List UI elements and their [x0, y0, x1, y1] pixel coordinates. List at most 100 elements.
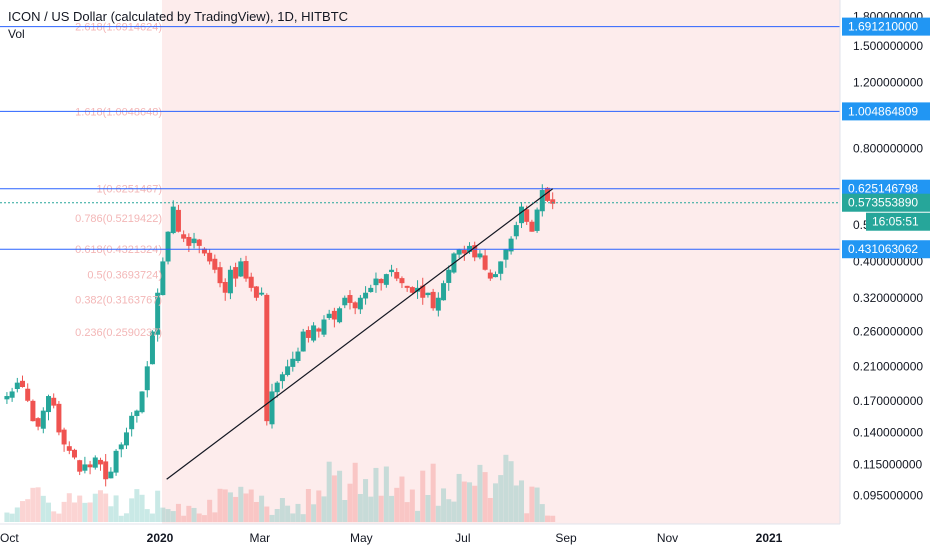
candle-body	[30, 400, 36, 422]
time-tick-label: Oct	[0, 531, 19, 545]
candle-body	[342, 297, 348, 306]
volume-bar	[25, 499, 31, 522]
candle-body	[217, 267, 223, 284]
trendline[interactable]	[166, 188, 554, 480]
volume-bar	[20, 501, 26, 522]
time-axis[interactable]: Oct 2020 Mar May Jul Sep Nov 2021	[0, 531, 783, 545]
candle-body	[118, 444, 124, 450]
volume-bar	[113, 495, 119, 522]
candle-body	[550, 199, 556, 204]
candle-body	[331, 310, 337, 320]
candle-body	[170, 206, 176, 234]
candle-body	[9, 391, 15, 398]
level-price-tag	[842, 102, 930, 121]
volume-bar	[201, 515, 207, 522]
candle-body	[285, 366, 291, 375]
candle-body	[97, 459, 103, 465]
candle-body	[539, 190, 545, 212]
candle-body	[253, 286, 259, 298]
volume-bar	[337, 470, 343, 522]
volume-bar	[363, 479, 369, 522]
candle-body	[394, 272, 400, 279]
volume-bar	[129, 498, 135, 522]
candle-body	[472, 245, 478, 258]
candle-body	[233, 267, 239, 279]
candle-body	[20, 380, 26, 387]
volume-indicator-label[interactable]: Vol	[8, 27, 25, 41]
price-tick-label: 0.800000000	[853, 142, 923, 156]
candle-body	[181, 234, 187, 239]
volume-bar	[539, 504, 545, 522]
fib-level-label: 0.382(0.3163767)	[75, 295, 162, 307]
candle-body	[368, 287, 374, 293]
volume-bar	[160, 507, 166, 522]
candle-body	[222, 282, 228, 293]
candle-body	[373, 278, 379, 286]
volume-bar	[420, 470, 426, 522]
volume-bar	[373, 467, 379, 522]
volume-bar	[175, 503, 181, 522]
candle-body	[305, 330, 311, 338]
time-tick-label: Sep	[555, 531, 577, 545]
volume-bar	[295, 503, 301, 522]
candle-body	[279, 374, 285, 382]
candle-body	[513, 225, 519, 237]
volume-bar	[305, 488, 311, 522]
volume-bar	[51, 511, 57, 522]
volume-bar	[212, 512, 218, 522]
volume-bar	[503, 454, 509, 522]
volume-bar	[498, 475, 504, 522]
candle-body	[134, 410, 140, 417]
candle-body	[544, 187, 550, 201]
time-tick-label: May	[350, 531, 373, 545]
volume-bar	[40, 495, 46, 522]
candle-body	[321, 319, 327, 335]
volume-bar	[144, 509, 150, 522]
candle-body	[534, 209, 540, 231]
price-tick-label: 0.260000000	[853, 325, 923, 339]
volume-bar	[342, 499, 348, 522]
volume-bar	[87, 502, 93, 522]
volume-bar	[524, 513, 530, 522]
volume-bar	[191, 507, 197, 522]
candle-body	[503, 249, 509, 260]
candle-body	[456, 249, 462, 255]
volume-bar	[149, 513, 155, 522]
price-tick-label: 1.500000000	[853, 39, 923, 53]
fib-level-label: 2.618(1.6914624)	[75, 22, 162, 34]
price-tick-label: 0.320000000	[853, 291, 923, 305]
volume-bar	[118, 515, 124, 522]
candle-body	[123, 432, 129, 446]
volume-bar	[519, 480, 525, 522]
volume-bar	[409, 489, 415, 522]
volume-bar	[123, 513, 129, 522]
volume-bar	[97, 490, 103, 522]
candle-body	[274, 382, 280, 393]
volume-bar	[451, 501, 457, 522]
candle-body	[207, 252, 213, 262]
volume-bar	[9, 513, 15, 522]
candle-body	[155, 292, 161, 335]
candle-body	[243, 261, 249, 279]
candle-body	[40, 410, 46, 429]
volume-bar	[30, 487, 36, 522]
horizontal-levels[interactable]	[0, 26, 840, 250]
candle-body	[186, 236, 192, 246]
volume-bar	[404, 502, 410, 522]
volume-bar	[77, 495, 83, 522]
level-price-tag	[842, 179, 930, 198]
fib-level-label: 0.786(0.5219422)	[75, 213, 162, 225]
volume-bar	[222, 489, 228, 522]
volume-bar	[482, 472, 488, 522]
fib-levels: 2.618(1.6914624) 1.618(1.0048648) 1(0.6251…	[75, 22, 162, 340]
candle-body	[300, 331, 306, 352]
last-price-tag	[842, 193, 930, 212]
candle-body	[175, 209, 181, 232]
volume-bar	[285, 505, 291, 522]
volume-bar	[321, 496, 327, 522]
candle-body	[71, 449, 77, 458]
volume-bar	[165, 509, 171, 522]
candle-body	[165, 231, 171, 262]
candle-body	[103, 461, 109, 480]
